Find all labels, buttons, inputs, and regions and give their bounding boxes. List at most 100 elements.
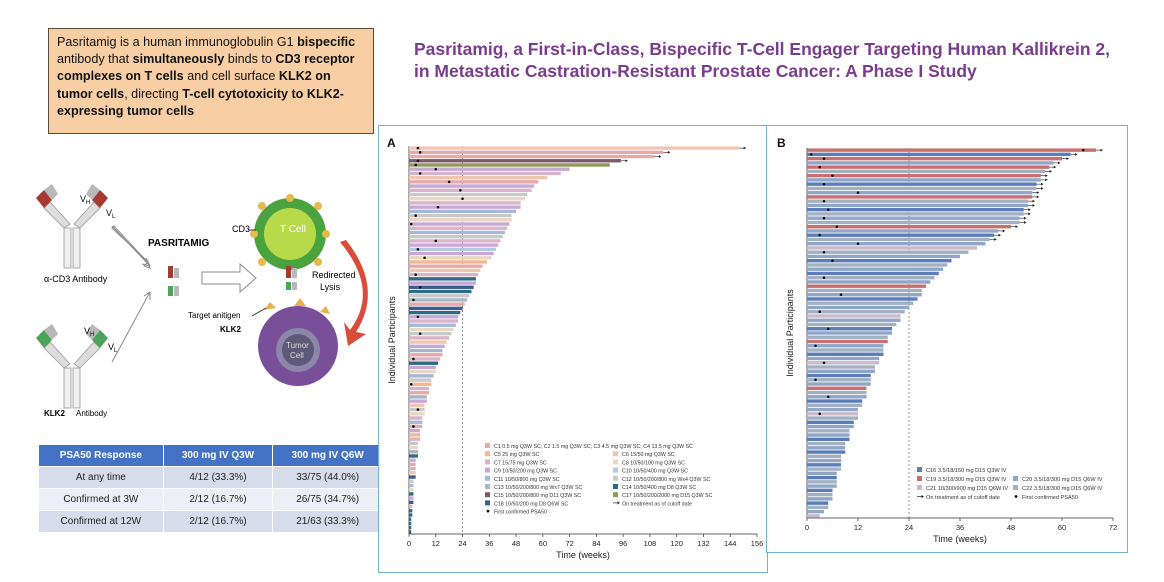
legend-swatch	[613, 451, 618, 457]
participant-bar	[807, 267, 943, 271]
participant-bar	[807, 403, 863, 407]
x-tick-label: 72	[565, 539, 573, 548]
legend-ongoing-arrowhead	[921, 495, 924, 498]
table-cell: 33/75 (44.0%)	[272, 466, 383, 489]
ongoing-arrowhead	[1045, 178, 1048, 182]
ongoing-arrowhead	[1036, 195, 1040, 199]
participant-bar	[807, 356, 880, 361]
participant-bar	[409, 525, 412, 530]
psa50-marker	[826, 208, 830, 211]
legend-swatch	[1013, 476, 1018, 481]
psa50-marker	[412, 357, 415, 361]
table-cell: Confirmed at 12W	[38, 510, 164, 533]
ongoing-arrowhead	[1041, 187, 1044, 190]
right-arrow-icon	[201, 262, 257, 294]
vl-label-2: VL	[108, 342, 118, 354]
participant-bar	[807, 254, 960, 259]
psa50-marker	[822, 182, 826, 186]
psa50-marker	[856, 191, 860, 194]
psa50-marker	[414, 214, 417, 217]
participant-bar	[409, 445, 418, 450]
x-axis-label: Time (weeks)	[933, 534, 987, 544]
participant-bar	[807, 280, 931, 284]
legend-marker-swatch	[1014, 495, 1018, 498]
participant-bar	[807, 412, 858, 416]
x-tick-label: 60	[539, 539, 547, 548]
participant-bar	[409, 479, 414, 483]
psa50-marker	[418, 332, 422, 335]
psa50-marker	[416, 248, 420, 251]
ongoing-arrowhead	[1032, 199, 1035, 203]
y-axis-label: Individual Participants	[785, 289, 795, 377]
participant-bar	[409, 163, 610, 167]
participant-bar	[409, 462, 416, 467]
participant-bar	[807, 399, 863, 403]
participant-bar	[807, 484, 837, 488]
legend-label: C21 10/300/900 mg D15 Q6W IV	[926, 486, 1008, 492]
participant-bar	[409, 365, 436, 370]
participant-bar	[409, 492, 414, 496]
legend-swatch	[485, 492, 490, 498]
legend-label: C12 10/50/200/800 mg Wx4 Q3W SC	[622, 477, 710, 483]
pasritamig-molecule-icon	[168, 266, 179, 296]
x-tick-label: 12	[854, 523, 862, 532]
panel-a-letter: A	[387, 136, 396, 150]
x-tick-label: 120	[670, 539, 683, 548]
x-tick-label: 0	[407, 539, 411, 548]
psa50-marker	[423, 256, 426, 260]
ongoing-arrowhead	[1058, 161, 1061, 165]
mechanism-svg: VH VL α-CD3 Antibody VH VL KLK2 Antibody	[36, 184, 368, 418]
x-tick-label: 24	[905, 523, 913, 532]
participant-bar	[409, 327, 454, 332]
participant-bar	[409, 184, 534, 188]
participant-bar	[807, 207, 1024, 212]
psa50-marker	[822, 361, 826, 365]
participant-bar	[409, 471, 416, 475]
psa50-marker	[1081, 148, 1085, 152]
participant-bar	[409, 256, 492, 260]
tumor-cell-icon	[258, 298, 338, 386]
target-pointer-icon	[251, 307, 267, 317]
x-tick-label: 144	[724, 539, 737, 548]
participant-bar	[409, 226, 508, 230]
participant-bar	[807, 224, 1011, 229]
participant-bar	[807, 322, 897, 327]
table-header: 300 mg IV Q6W	[272, 444, 383, 467]
ongoing-arrowhead	[1028, 208, 1031, 212]
panel-b-letter: B	[777, 136, 786, 150]
psa50-marker	[839, 293, 843, 297]
participant-bar	[409, 433, 421, 437]
psa50-marker	[818, 233, 822, 237]
vh-label-2: VH	[84, 326, 94, 338]
participant-bar	[409, 201, 521, 205]
participant-bar	[409, 336, 450, 340]
participant-bar	[807, 390, 867, 395]
participant-bar	[807, 492, 833, 497]
legend-label: C10 10/50/400 mg Q3W SC	[622, 469, 688, 475]
participant-bar	[807, 454, 841, 459]
participant-bar	[409, 277, 476, 281]
legend-label: C17 10/50/200/2000 mg D15 Q3W SC	[622, 493, 713, 499]
psa50-marker	[416, 159, 420, 163]
participant-bar	[807, 514, 820, 518]
ongoing-arrowhead	[1028, 212, 1031, 216]
participant-bar	[409, 230, 505, 235]
ongoing-arrowhead	[1075, 152, 1078, 156]
callout-text: binds to	[224, 52, 276, 67]
legend-label: C16 3.5/18/150 mg D15 Q3W IV	[926, 468, 1007, 474]
participant-bar	[409, 391, 430, 395]
ongoing-arrowhead	[667, 150, 671, 154]
table-cell: 2/12 (16.7%)	[162, 488, 274, 511]
t-cell-icon	[250, 194, 330, 290]
psa50-marker	[809, 153, 813, 156]
participant-bar	[807, 165, 1050, 169]
table-cell: At any time	[38, 466, 164, 489]
participant-bar	[807, 471, 837, 476]
participant-bar	[409, 209, 517, 214]
callout-bold-klk2: KLK2 on tumor cells	[57, 69, 331, 101]
participant-bar	[409, 348, 443, 353]
psa50-marker	[436, 205, 440, 209]
participant-bar	[409, 496, 414, 500]
participant-bar	[807, 450, 846, 454]
participant-bar	[409, 310, 461, 315]
